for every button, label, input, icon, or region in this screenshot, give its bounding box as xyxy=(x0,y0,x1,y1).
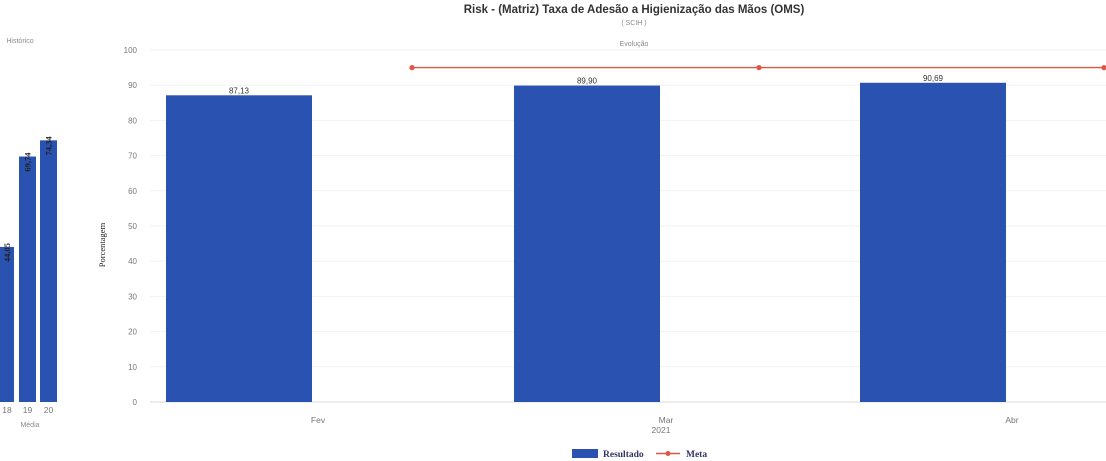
y-tick-label: 40 xyxy=(128,257,137,266)
legend-item-meta[interactable]: Meta xyxy=(656,450,707,460)
meta-point[interactable] xyxy=(756,65,762,71)
resultado-bar-abr[interactable] xyxy=(860,82,1006,402)
evolucao-chart: Risk - (Matriz) Taxa de Adesão a Higieni… xyxy=(97,4,1106,460)
meta-line-series xyxy=(409,65,1106,71)
y-tick-label: 100 xyxy=(124,46,138,55)
legend-resultado-label: Resultado xyxy=(603,450,644,460)
y-tick-label: 0 xyxy=(133,398,138,407)
historico-data-label: 74,34 xyxy=(44,136,54,156)
chart-subtitle: ( SCIH ) xyxy=(621,20,646,27)
legend-item-resultado[interactable]: Resultado xyxy=(572,449,644,460)
x-category-label-abr: Abr xyxy=(1005,415,1018,425)
y-tick-label: 20 xyxy=(128,328,137,337)
historico-data-label: 44,05 xyxy=(2,243,12,262)
meta-point[interactable] xyxy=(409,65,415,71)
historico-category-label: 20 xyxy=(44,405,54,415)
historico-xlabel: Média xyxy=(20,422,39,429)
resultado-bar-fev[interactable] xyxy=(166,95,312,402)
y-tick-label: 60 xyxy=(128,187,137,196)
meta-point[interactable] xyxy=(1101,65,1106,71)
resultado-data-label: 89,90 xyxy=(577,77,598,86)
historico-bars: 44,05 69,74 74,34 xyxy=(0,136,57,403)
chart-title: Risk - (Matriz) Taxa de Adesão a Higieni… xyxy=(464,4,805,16)
historico-data-label: 69,74 xyxy=(23,152,33,172)
x-axis-year-label: 2021 xyxy=(652,425,671,435)
y-tick-label: 30 xyxy=(128,292,137,301)
resultado-data-label: 87,13 xyxy=(229,86,250,95)
resultado-data-label: 90,69 xyxy=(923,74,944,83)
resultado-bars xyxy=(166,82,1006,402)
chart-section-label: Evolução xyxy=(620,41,649,48)
resultado-bar-mar[interactable] xyxy=(514,85,660,402)
historico-bar-18 xyxy=(0,246,14,402)
x-category-label-mar: Mar xyxy=(659,415,674,425)
historico-category-label: 18 xyxy=(2,405,12,415)
historico-bar-20 xyxy=(40,140,57,403)
legend-meta-label: Meta xyxy=(686,450,707,460)
y-tick-label: 70 xyxy=(128,152,137,161)
legend-meta-marker xyxy=(665,451,671,456)
x-category-labels: Fev Mar Abr xyxy=(311,415,1019,425)
chart-legend: Resultado Meta xyxy=(572,449,707,460)
historico-category-label: 19 xyxy=(23,405,33,415)
y-tick-label: 10 xyxy=(128,363,137,372)
legend-resultado-swatch xyxy=(572,449,598,458)
y-axis-label: Porcentagem xyxy=(97,222,107,267)
historico-title: Histórico xyxy=(6,38,33,45)
historico-bar-19 xyxy=(19,156,36,402)
y-tick-labels: 0 10 20 30 40 50 60 70 80 90 100 xyxy=(124,46,138,407)
historico-category-labels: 18 19 20 xyxy=(2,405,53,415)
historico-chart: Histórico 44,05 69,74 74,34 18 19 20 Média xyxy=(0,38,57,429)
y-tick-label: 90 xyxy=(128,81,137,90)
y-tick-label: 50 xyxy=(128,222,137,231)
resultado-data-labels: 87,13 89,90 90,69 xyxy=(229,74,944,96)
x-category-label-fev: Fev xyxy=(311,415,326,425)
y-tick-label: 80 xyxy=(128,116,137,125)
